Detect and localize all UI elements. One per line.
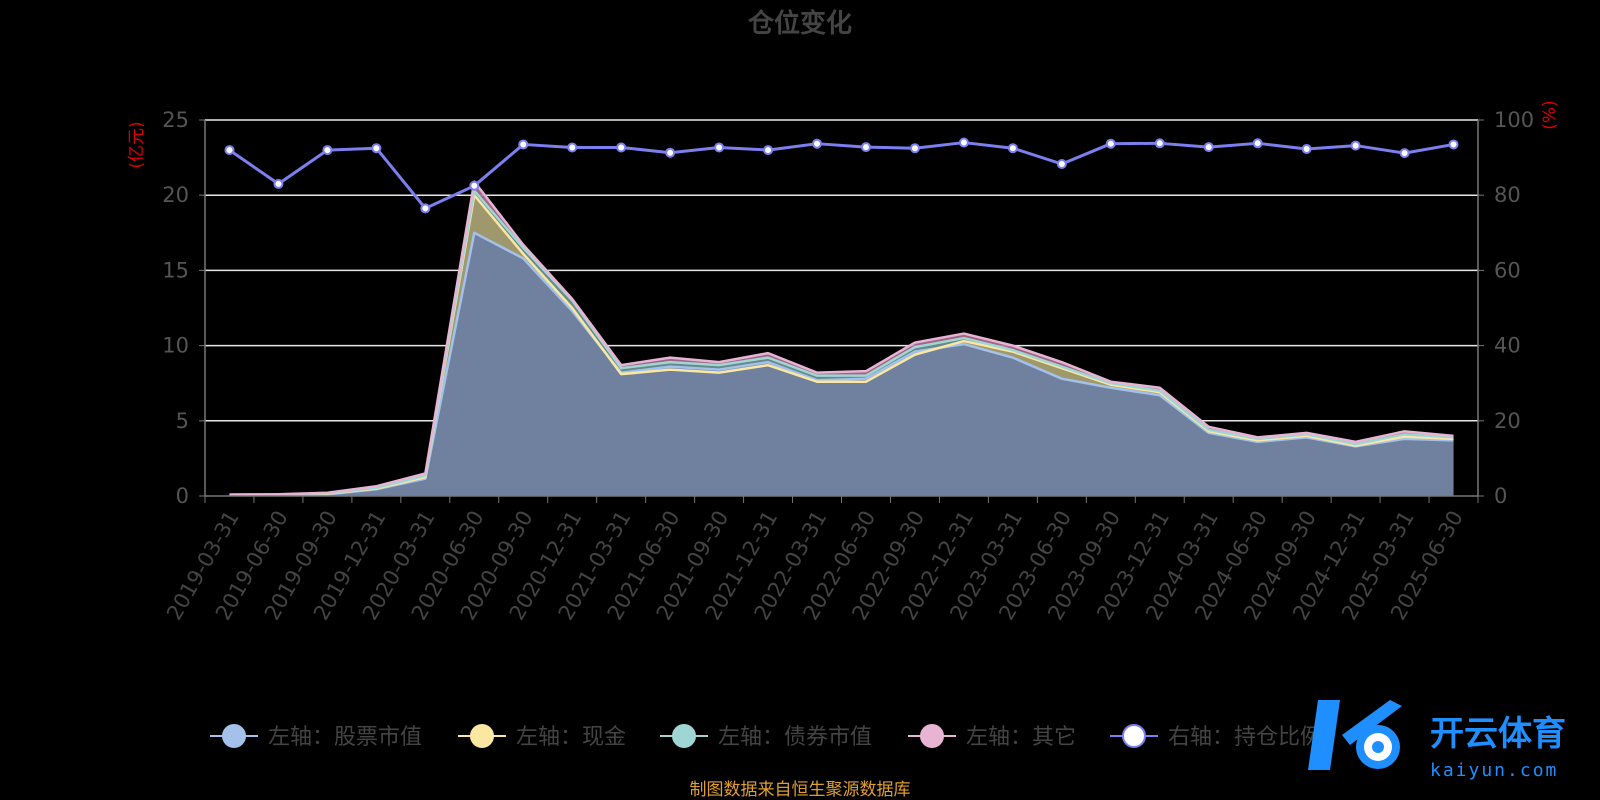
- ratio-point: [1105, 138, 1116, 149]
- legend-label: 左轴：其它: [966, 725, 1076, 750]
- right-tick-label: 40: [1494, 334, 1521, 358]
- brand-name-cn: 开云体育: [1430, 714, 1566, 754]
- ratio-point: [1007, 143, 1018, 154]
- grid-lines: [205, 119, 1478, 422]
- brand-logo-icon: [1308, 700, 1402, 770]
- legend-swatch-dot: [920, 724, 944, 748]
- chart-title: 仓位变化: [747, 8, 852, 39]
- ratio-point: [616, 142, 627, 153]
- right-axis-ticks: 0 20 40 60 80 100: [1478, 108, 1534, 508]
- source-note: 制图数据来自恒生聚源数据库: [690, 780, 911, 800]
- ratio-point: [224, 145, 235, 156]
- ratio-point: [273, 178, 284, 189]
- left-tick-label: 0: [176, 484, 189, 508]
- ratio-point: [371, 143, 382, 154]
- series-areas: [229, 181, 1454, 497]
- x-axis-ticks: 2019-03-312019-06-302019-09-302019-12-31…: [162, 496, 1479, 624]
- left-tick-label: 20: [162, 183, 189, 207]
- left-axis-unit: (亿元): [127, 121, 147, 168]
- right-tick-label: 80: [1494, 183, 1521, 207]
- ratio-point: [958, 137, 969, 148]
- legend-label: 左轴：债券市值: [718, 725, 872, 750]
- legend: 左轴：股票市值 左轴：现金 左轴：债券市值 左轴：其它 右轴：持仓比例: [210, 724, 1322, 750]
- ratio-point: [469, 180, 480, 191]
- left-tick-label: 5: [176, 409, 189, 433]
- series-line: [229, 231, 1454, 497]
- legend-label: 右轴：持仓比例: [1168, 725, 1322, 750]
- ratio-point: [1301, 143, 1312, 154]
- legend-label: 左轴：现金: [516, 725, 626, 750]
- ratio-point: [860, 142, 871, 153]
- legend-label: 左轴：股票市值: [268, 725, 422, 750]
- left-tick-label: 10: [162, 334, 189, 358]
- ratio-point: [763, 145, 774, 156]
- ratio-point: [665, 147, 676, 158]
- legend-swatch-dot: [222, 724, 246, 748]
- right-tick-label: 100: [1494, 108, 1534, 132]
- ratio-point: [1350, 140, 1361, 151]
- ratio-point: [812, 138, 823, 149]
- right-tick-label: 20: [1494, 409, 1521, 433]
- ratio-point: [1203, 142, 1214, 153]
- series-area: [229, 232, 1454, 497]
- ratio-point: [322, 145, 333, 156]
- brand-watermark: 开云体育 kaiyun.com: [1308, 700, 1566, 781]
- brand-name-en: kaiyun.com: [1430, 760, 1558, 781]
- ratio-point: [1448, 139, 1459, 150]
- legend-swatch-dot: [1122, 724, 1146, 748]
- ratio-point: [1154, 138, 1165, 149]
- legend-swatch-dot: [672, 724, 696, 748]
- right-tick-label: 60: [1494, 258, 1521, 282]
- series-lines: [224, 137, 1459, 497]
- ratio-point: [518, 139, 529, 150]
- series-line: [229, 180, 1454, 496]
- ratio-point: [567, 142, 578, 153]
- left-tick-label: 25: [162, 108, 189, 132]
- ratio-line: [228, 141, 1454, 210]
- ratio-point: [909, 143, 920, 154]
- left-tick-label: 15: [162, 258, 189, 282]
- right-axis-unit: (%): [1540, 100, 1560, 129]
- ratio-point: [714, 142, 725, 153]
- right-tick-label: 0: [1494, 484, 1507, 508]
- ratio-point: [1399, 148, 1410, 159]
- left-axis-ticks: 0 5 10 15 20 25: [162, 108, 205, 508]
- legend-swatch-dot: [470, 724, 494, 748]
- ratio-point: [1252, 138, 1263, 149]
- ratio-point: [420, 203, 431, 214]
- ratio-point: [1056, 158, 1067, 169]
